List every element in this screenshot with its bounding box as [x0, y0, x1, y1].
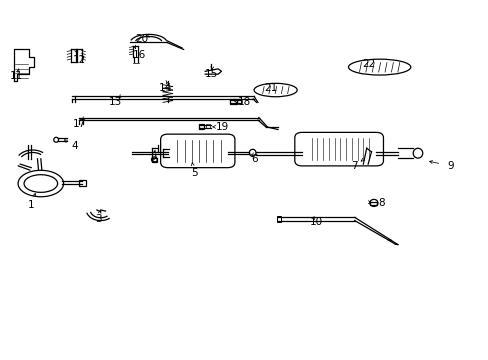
Text: 6: 6	[250, 154, 257, 164]
Bar	[79, 180, 86, 186]
Bar	[276, 216, 281, 222]
Bar	[199, 124, 204, 129]
Bar	[230, 99, 236, 104]
Bar	[236, 100, 241, 104]
Text: 20: 20	[135, 34, 148, 44]
Text: 10: 10	[309, 217, 322, 227]
Text: 3: 3	[95, 214, 102, 224]
Text: 21: 21	[264, 83, 277, 93]
Text: 18: 18	[237, 98, 251, 107]
Text: 8: 8	[377, 198, 384, 208]
Bar	[369, 202, 376, 206]
Text: 4: 4	[71, 141, 78, 152]
Text: 2: 2	[150, 154, 157, 164]
Text: 12: 12	[72, 55, 85, 65]
Text: 22: 22	[362, 59, 375, 68]
Text: 15: 15	[204, 69, 217, 79]
Text: 17: 17	[72, 118, 85, 129]
Text: 14: 14	[159, 83, 172, 93]
Text: 11: 11	[10, 71, 23, 81]
Text: 9: 9	[447, 161, 453, 171]
Text: 7: 7	[351, 161, 357, 171]
Bar	[151, 158, 157, 162]
Text: 19: 19	[216, 122, 229, 132]
Text: 16: 16	[132, 50, 145, 60]
Text: 5: 5	[190, 168, 197, 178]
Text: 1: 1	[28, 200, 35, 210]
Text: 13: 13	[108, 98, 122, 107]
Bar	[206, 124, 209, 129]
